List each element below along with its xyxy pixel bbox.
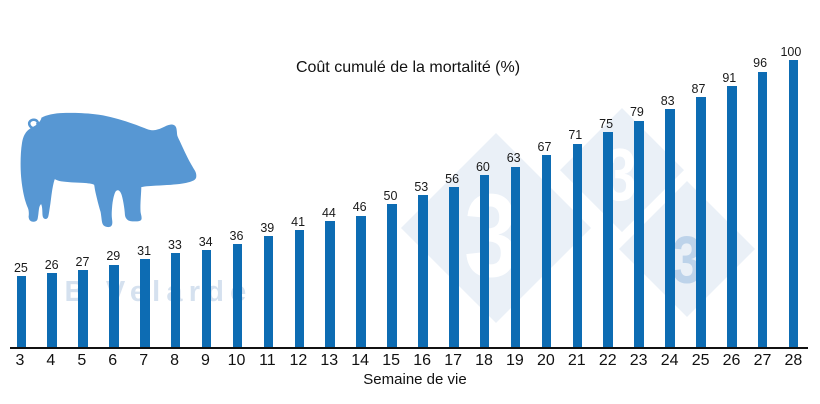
svg-text:B Velarde: B Velarde — [65, 276, 253, 308]
svg-text:3: 3 — [464, 169, 518, 301]
